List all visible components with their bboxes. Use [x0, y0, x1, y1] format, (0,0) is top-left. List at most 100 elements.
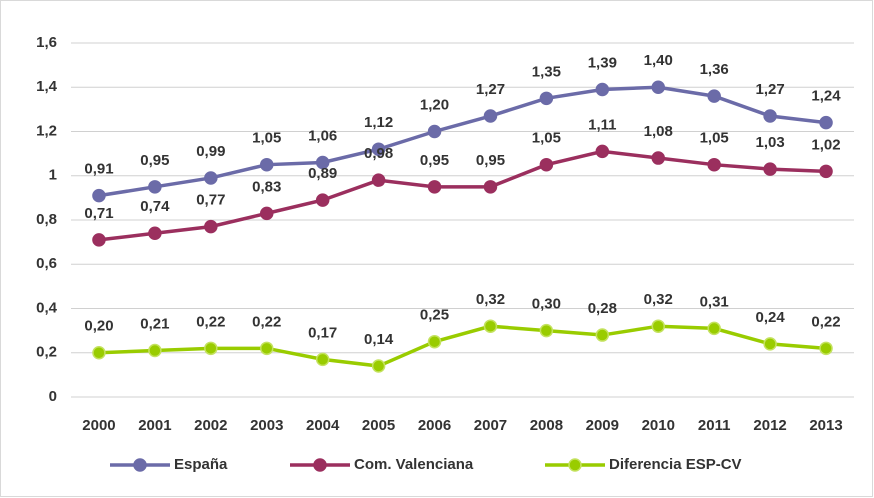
data-label: 0,22	[196, 313, 225, 330]
x-tick-label: 2002	[194, 417, 227, 434]
data-label: 0,28	[588, 300, 617, 317]
data-label: 0,74	[140, 198, 170, 215]
data-label: 1,39	[588, 54, 617, 71]
data-point	[260, 157, 274, 172]
data-label: 1,36	[700, 61, 729, 78]
data-point	[483, 180, 498, 194]
data-label: 0,25	[420, 307, 449, 324]
data-point	[92, 188, 106, 203]
data-point	[427, 334, 442, 349]
y-tick-label: 0,4	[36, 299, 58, 316]
data-point	[819, 115, 833, 130]
data-label: 0,99	[196, 143, 225, 160]
data-label: 1,11	[588, 116, 616, 133]
data-point	[763, 109, 777, 123]
data-label: 0,95	[420, 152, 449, 169]
data-point	[260, 341, 274, 356]
data-point	[371, 142, 386, 156]
data-label: 0,14	[364, 331, 394, 348]
data-label: 0,22	[252, 313, 281, 330]
data-point	[763, 337, 777, 351]
data-label: 0,20	[84, 318, 113, 335]
legend-label: España	[174, 456, 228, 473]
data-label: 0,83	[252, 178, 281, 195]
data-label: 1,05	[532, 130, 561, 147]
legend-marker	[133, 458, 147, 472]
data-point	[707, 89, 721, 103]
data-label: 0,32	[476, 291, 505, 308]
y-tick-label: 0,2	[36, 344, 57, 361]
data-point	[483, 109, 498, 123]
data-point	[707, 157, 721, 172]
data-point	[315, 352, 330, 367]
data-point	[315, 155, 330, 170]
data-label: 0,17	[308, 324, 337, 341]
legend-marker	[313, 458, 327, 472]
y-tick-label: 1	[49, 167, 57, 184]
data-point	[427, 124, 442, 139]
data-point	[707, 321, 721, 336]
data-label: 0,21	[140, 316, 169, 333]
data-label: 0,95	[476, 152, 505, 169]
data-point	[819, 341, 833, 356]
data-label: 1,08	[644, 123, 673, 140]
data-point	[204, 219, 218, 234]
x-tick-label: 2010	[642, 417, 675, 434]
y-tick-label: 0,8	[36, 211, 57, 228]
y-tick-label: 0,6	[36, 255, 57, 272]
data-label: 0,91	[84, 161, 113, 178]
data-point	[539, 323, 554, 338]
data-label: 0,30	[532, 296, 561, 313]
y-tick-label: 1,4	[36, 78, 58, 95]
data-point	[148, 226, 162, 241]
data-point	[595, 328, 610, 342]
x-tick-label: 2009	[586, 417, 619, 434]
series-line	[98, 324, 827, 368]
x-tick-label: 2003	[250, 417, 283, 434]
data-point	[92, 346, 106, 360]
legend-label: Com. Valenciana	[354, 456, 474, 473]
data-label: 0,98	[364, 145, 393, 162]
data-label: 0,31	[700, 293, 729, 310]
data-point	[651, 151, 665, 165]
x-tick-label: 2004	[306, 417, 340, 434]
data-point	[595, 82, 610, 97]
data-label: 1,27	[476, 81, 505, 98]
y-tick-label: 1,2	[36, 122, 57, 139]
data-point	[651, 80, 665, 94]
data-label: 1,35	[532, 63, 561, 80]
x-tick-label: 2011	[698, 417, 731, 434]
x-tick-label: 2008	[530, 417, 563, 434]
x-tick-label: 2013	[809, 417, 842, 434]
data-label: 1,12	[364, 114, 393, 131]
data-point	[483, 319, 498, 333]
data-point	[92, 233, 106, 247]
data-label: 1,24	[811, 88, 841, 105]
data-label: 0,71	[84, 205, 113, 222]
data-label: 0,95	[140, 152, 169, 169]
data-point	[315, 193, 330, 207]
data-label: 1,03	[756, 134, 785, 151]
x-tick-label: 2001	[138, 417, 171, 434]
series-line	[98, 149, 827, 242]
data-point	[819, 164, 833, 179]
data-point	[371, 173, 386, 187]
data-label: 1,05	[700, 130, 729, 147]
data-point	[595, 144, 610, 159]
data-point	[427, 180, 442, 194]
data-point	[148, 343, 162, 358]
data-label: 1,27	[756, 81, 785, 98]
data-label: 0,24	[756, 309, 786, 326]
data-point	[539, 157, 554, 172]
data-label: 1,02	[811, 136, 840, 153]
data-point	[148, 180, 162, 194]
x-tick-label: 2005	[362, 417, 395, 434]
x-tick-label: 2000	[82, 417, 115, 434]
data-point	[371, 359, 386, 373]
data-point	[763, 162, 777, 176]
data-point	[651, 319, 665, 333]
x-tick-label: 2012	[753, 417, 786, 434]
data-point	[539, 91, 554, 106]
